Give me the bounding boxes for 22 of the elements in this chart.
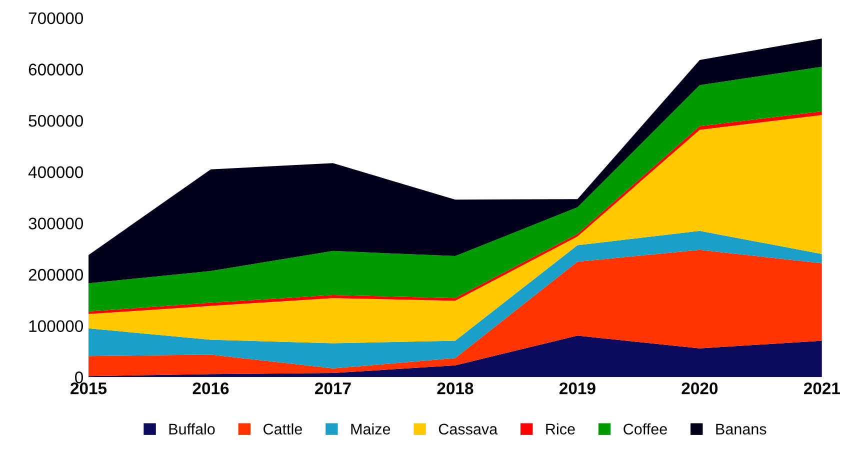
x-tick-label: 2018 <box>437 382 474 394</box>
x-tick-label: 2016 <box>192 382 229 394</box>
legend-label: Maize <box>351 423 390 435</box>
legend-label: Banans <box>716 424 766 435</box>
legend-label: Cattle <box>264 423 302 435</box>
y-tick-label: 600000 <box>28 64 84 76</box>
y-tick-label: 400000 <box>28 166 84 178</box>
y-tick-label: 300000 <box>28 218 84 230</box>
x-tick-label: 2017 <box>315 382 351 394</box>
y-tick-label: 200000 <box>28 268 84 281</box>
legend-label: Rice <box>546 423 575 435</box>
y-tick-label: 700000 <box>28 12 84 24</box>
y-tick-label: 0 <box>75 372 84 384</box>
y-tick-label: 100000 <box>29 320 84 332</box>
x-tick-label: 2015 <box>70 382 107 394</box>
legend-label: Buffalo <box>169 423 215 435</box>
legend-label: Coffee <box>624 423 667 435</box>
x-tick-label: 2019 <box>559 382 596 394</box>
x-tick-label: 2021 <box>804 382 840 394</box>
y-tick-label: 500000 <box>28 114 84 127</box>
legend-label: Cassava <box>438 424 498 435</box>
x-tick-label: 2020 <box>682 382 718 394</box>
